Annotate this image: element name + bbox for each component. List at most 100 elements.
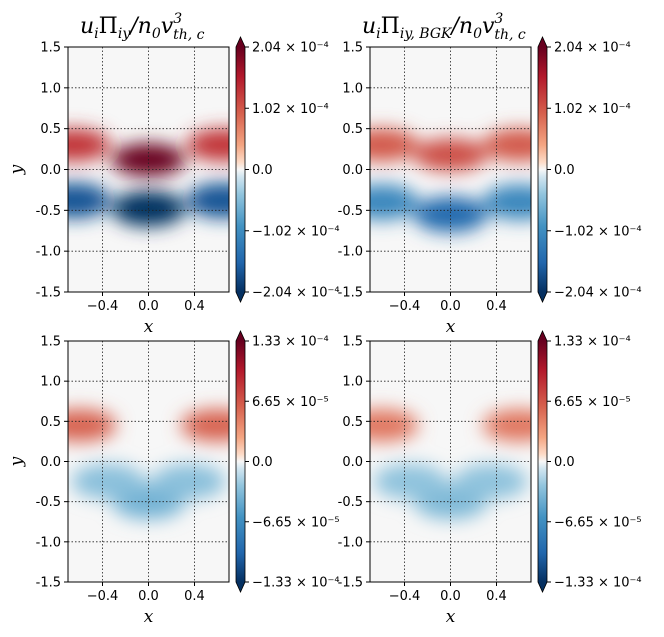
heatmap-feature	[68, 128, 111, 162]
heatmap-feature	[180, 409, 229, 442]
colorbar-tick-label: 1.33 × 10⁻⁴	[554, 335, 631, 350]
y-tick-label: -0.5	[36, 204, 61, 219]
x-tick-label: −0.4	[389, 589, 421, 604]
y-tick-label: 0.0	[40, 163, 61, 178]
colorbar-tick-label: −1.33 × 10⁻⁴	[554, 576, 642, 591]
x-tick-label: 0.4	[184, 299, 205, 314]
colorbar: 1.33 × 10⁻⁴ 6.65 × 10⁻⁵ 0.0 −6.65 × 10⁻⁵ −1.…	[235, 330, 340, 593]
heatmap-feature	[68, 409, 117, 442]
x-tick-label: 0.4	[486, 299, 507, 314]
heatmap-feature	[413, 138, 488, 172]
colorbar-extend-top	[538, 37, 547, 47]
colorbar-tick-label: −1.02 × 10⁻⁴	[554, 224, 642, 239]
colorbar-extend-top	[538, 331, 547, 341]
colorbar-tick-label: 1.33 × 10⁻⁴	[252, 335, 329, 350]
y-tick-label: -1.5	[36, 576, 61, 591]
y-tick-label: 1.0	[40, 81, 61, 96]
colorbar-extend-bottom	[236, 292, 245, 302]
x-tick-label: 0.0	[138, 589, 159, 604]
y-tick-label: 0.5	[342, 122, 363, 137]
colorbar-tick-label: −6.65 × 10⁻⁵	[554, 515, 642, 530]
colorbar: 2.04 × 10⁻⁴ 1.02 × 10⁻⁴ 0.0 −1.02 × 10⁻⁴ −2.…	[537, 36, 642, 303]
colorbar-tick-label: −2.04 × 10⁻⁴	[554, 286, 642, 301]
title-right: uiΠiy, BGK/n0v3 th, c	[362, 11, 526, 43]
y-tick-label: 1.0	[40, 375, 61, 390]
panel-top-right: 1.5 1.0 0.5 0.0 -0.5 -1.0 -1.5 −0.4 0.0 0.4 x 2.04 …	[338, 36, 642, 337]
colorbar-extend-bottom	[236, 582, 245, 592]
y-tick-label: 1.5	[40, 41, 61, 56]
x-axis-label: x	[144, 317, 154, 337]
y-tick-label: -1.5	[338, 286, 363, 301]
colorbar: 1.33 × 10⁻⁴ 6.65 × 10⁻⁵ 0.0 −6.65 × 10⁻⁵ −1.…	[537, 330, 642, 593]
y-tick-label: 1.5	[342, 41, 363, 56]
y-tick-label: 0.5	[342, 415, 363, 430]
x-tick-label: −0.4	[389, 299, 421, 314]
x-axis-label: x	[446, 607, 456, 627]
colorbar-extend-top	[236, 331, 245, 341]
y-tick-label: 0.0	[342, 455, 363, 470]
colorbar: 2.04 × 10⁻⁴ 1.02 × 10⁻⁴ 0.0 −1.02 × 10⁻⁴ −2.…	[235, 36, 340, 303]
colorbar-extend-bottom	[538, 292, 547, 302]
y-tick-label: 1.5	[40, 335, 61, 350]
colorbar-tick-label: 1.02 × 10⁻⁴	[554, 102, 631, 117]
y-tick-label: -0.5	[338, 495, 363, 510]
y-tick-label: 1.5	[342, 335, 363, 350]
x-tick-label: 0.4	[184, 589, 205, 604]
heatmap-feature	[68, 182, 111, 219]
colorbar-tick-label: 6.65 × 10⁻⁵	[554, 395, 631, 410]
heatmap-feature	[186, 128, 229, 162]
heatmap-feature	[373, 463, 448, 500]
title-left: uiΠiy/n0v3 th, c	[80, 11, 205, 43]
heatmap-feature	[186, 182, 229, 219]
colorbar-tick-label: 2.04 × 10⁻⁴	[252, 41, 329, 56]
x-tick-label: −0.4	[87, 299, 119, 314]
colorbar-gradient	[236, 341, 245, 582]
y-tick-label: 0.0	[342, 163, 363, 178]
y-tick-label: -1.5	[338, 576, 363, 591]
colorbar-tick-label: 0.0	[252, 163, 273, 178]
heatmap-feature	[453, 463, 528, 500]
colorbar-tick-label: −1.02 × 10⁻⁴	[252, 224, 340, 239]
colorbar-tick-label: 0.0	[554, 455, 575, 470]
y-tick-label: -1.0	[338, 245, 363, 260]
colorbar-tick-label: 6.65 × 10⁻⁵	[252, 395, 329, 410]
colorbar-gradient	[538, 341, 547, 582]
y-tick-label: 0.0	[40, 455, 61, 470]
x-tick-label: −0.4	[87, 589, 119, 604]
colorbar-tick-label: −2.04 × 10⁻⁴	[252, 286, 340, 301]
x-tick-label: 0.0	[138, 299, 159, 314]
colorbar-tick-label: −1.33 × 10⁻⁴	[252, 576, 340, 591]
y-tick-label: 1.0	[342, 375, 363, 390]
heatmap-feature	[71, 463, 146, 500]
y-tick-label: 1.0	[342, 81, 363, 96]
y-axis-label: y	[7, 456, 27, 467]
x-axis-label: x	[446, 317, 456, 337]
heatmap-field	[68, 409, 229, 520]
heatmap-field	[370, 128, 531, 233]
x-tick-label: 0.0	[440, 589, 461, 604]
colorbar-tick-label: 0.0	[554, 163, 575, 178]
x-tick-label: 0.4	[486, 589, 507, 604]
colorbar-tick-label: −6.65 × 10⁻⁵	[252, 515, 340, 530]
y-tick-label: 0.5	[40, 122, 61, 137]
colorbar-tick-label: 1.02 × 10⁻⁴	[252, 102, 329, 117]
y-tick-label: -1.0	[338, 535, 363, 550]
colorbar-gradient	[236, 47, 245, 292]
heatmap-feature	[482, 128, 531, 162]
x-tick-label: 0.0	[440, 299, 461, 314]
heatmap-feature	[370, 184, 419, 221]
y-tick-label: 0.5	[40, 415, 61, 430]
y-tick-label: -1.0	[36, 245, 61, 260]
colorbar-tick-label: 2.04 × 10⁻⁴	[554, 41, 631, 56]
heatmap-feature	[482, 184, 531, 221]
heatmap-feature	[370, 128, 419, 162]
y-axis-label: y	[7, 164, 27, 175]
colorbar-gradient	[538, 47, 547, 292]
panel-top-left: 1.5 1.0 0.5 0.0 -0.5 -1.0 -1.5 −0.4 0.0 0.4 x y 2.04…	[7, 36, 340, 337]
heatmap-feature	[151, 463, 226, 500]
y-tick-label: -1.0	[36, 535, 61, 550]
colorbar-tick-label: 0.0	[252, 455, 273, 470]
panel-bottom-right: 1.5 1.0 0.5 0.0 -0.5 -1.0 -1.5 −0.4 0.0 0.4 x 1.33 …	[338, 330, 642, 627]
heatmap-feature	[370, 409, 419, 442]
